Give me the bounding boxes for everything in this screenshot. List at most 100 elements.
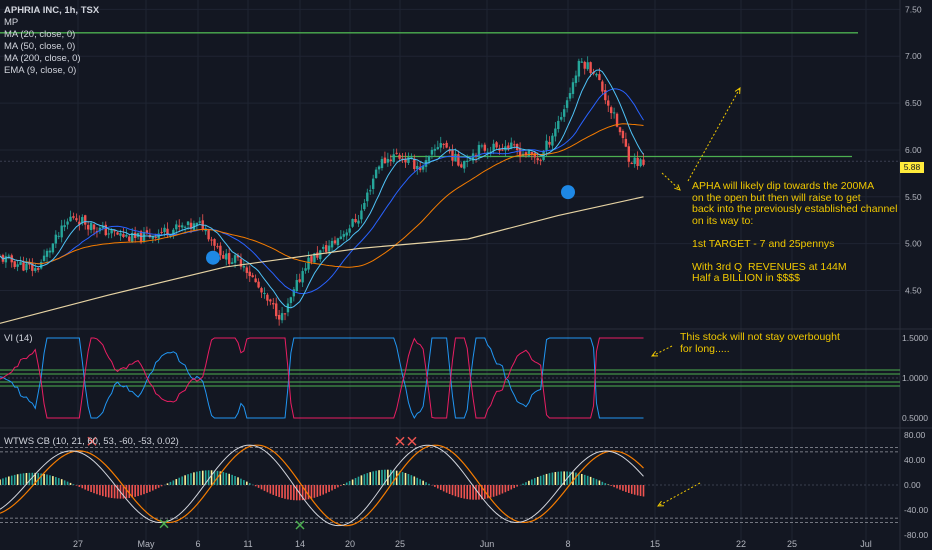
wt-histogram-bar [598,480,601,485]
wt-histogram-bar [99,485,101,496]
wt-histogram-bar [633,485,636,495]
candle-body [380,159,384,169]
candle-body [304,268,307,271]
candle-body [533,152,536,158]
wt-histogram-bar [522,483,524,485]
legend-ma200: MA (200, close, 0) [4,53,81,64]
wt-histogram-bar [331,485,333,491]
candle-body [624,138,628,147]
candle-body [236,255,240,258]
wt-histogram-bar [301,485,304,501]
candle-body [189,222,193,229]
candle-body [275,303,278,317]
wt-histogram-bar [475,485,477,500]
candle-body [386,158,390,163]
wt-histogram-bar [604,483,607,485]
candle-body [13,261,16,267]
ma200-line [0,196,644,324]
candle-body [151,236,154,239]
wt-histogram-bar [290,485,292,500]
candle-body [518,148,522,157]
wt-histogram-bar [204,470,207,485]
wt-histogram-bar [622,485,624,491]
candle-body [72,216,75,218]
candle-body [404,158,407,163]
wt-histogram-bar [122,485,125,499]
candle-body [548,141,551,145]
x-tick-label: 22 [736,539,746,549]
wt-histogram-bar [316,485,319,497]
wt-histogram-bar [328,485,330,492]
candle-body [627,146,631,162]
candle-body [510,142,513,149]
candle-body [639,159,642,167]
candle-body [60,225,63,238]
candle-body [313,253,316,263]
wt-histogram-bar [260,485,263,490]
candle-body [551,135,554,146]
wt-histogram-bar [481,485,483,500]
wt-histogram-bar [601,481,604,485]
vi-y-tick-label: 1.0000 [902,373,928,383]
wt-histogram-bar [13,474,16,485]
candle-body [98,227,102,232]
wt-histogram-bar [554,472,557,485]
wt-histogram-bar [22,473,25,485]
candle-body [81,217,84,224]
candle-body [454,153,457,162]
wt-histogram-bar [8,476,10,485]
candle-body [25,263,28,271]
wt-histogram-bar [492,485,495,497]
cross-marker [395,436,405,446]
wt-histogram-bar [454,485,457,497]
candle-body [369,190,372,192]
candle-body [395,152,398,154]
legend-ma50: MA (50, close, 0) [4,41,76,52]
wt-histogram-bar [345,482,348,485]
wt-histogram-bar [536,476,539,485]
wt-histogram-bar [580,473,583,485]
candle-body [239,259,243,267]
wt-histogram-bar [451,485,454,496]
wt-histogram-bar [607,484,610,485]
vi-pane-title: VI (14) [4,333,33,344]
wt-histogram-bar [246,481,248,485]
wt-histogram-bar [231,474,233,485]
candle-body [630,162,633,164]
wt-histogram-bar [219,471,222,485]
wt-histogram-bar [478,485,480,500]
legend-ma20: MA (20, close, 0) [4,29,76,40]
candle-body [186,221,190,226]
candle-body [392,154,395,162]
wt-histogram-bar [125,485,128,499]
candle-body [339,236,343,239]
wt-histogram-bar [445,485,448,493]
candle-body [180,225,184,228]
candle-body [84,215,87,225]
wt-histogram-bar [375,470,377,485]
wt-histogram-bar [72,484,75,485]
candle-body [612,112,616,114]
wt-histogram-bar [225,472,228,485]
wt-histogram-bar [40,473,42,485]
candle-body [571,82,575,94]
candle-body [636,157,639,166]
candle-body [260,288,263,293]
wt-histogram-bar [78,485,81,487]
candle-body [524,152,528,156]
wt-histogram-bar [193,472,195,485]
main-pane [0,32,900,326]
candle-body [574,75,578,83]
candle-body [225,253,228,260]
candle-body [39,262,43,269]
candle-body [477,144,481,158]
wt-histogram-bar [636,485,639,496]
candle-body [116,232,119,235]
highlight-dot [206,250,220,265]
candle-body [89,222,93,231]
candle-body [615,113,619,127]
candle-body [216,246,219,248]
candle-body [45,250,49,257]
candle-body [433,148,437,151]
